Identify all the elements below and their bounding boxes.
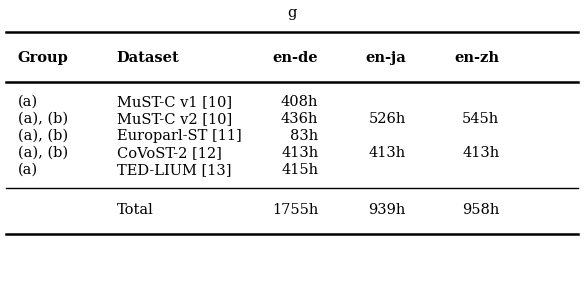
Text: (a): (a) <box>18 95 37 109</box>
Text: 413h: 413h <box>462 146 499 160</box>
Text: (a), (b): (a), (b) <box>18 112 68 126</box>
Text: 939h: 939h <box>369 203 406 217</box>
Text: 436h: 436h <box>281 112 318 126</box>
Text: 415h: 415h <box>281 163 318 177</box>
Text: 83h: 83h <box>290 129 318 143</box>
Text: Dataset: Dataset <box>117 51 179 65</box>
Text: 545h: 545h <box>462 112 499 126</box>
Text: 413h: 413h <box>369 146 406 160</box>
Text: g: g <box>287 6 297 20</box>
Text: 413h: 413h <box>281 146 318 160</box>
Text: en-de: en-de <box>273 51 318 65</box>
Text: 526h: 526h <box>369 112 406 126</box>
Text: (a), (b): (a), (b) <box>18 146 68 160</box>
Text: en-ja: en-ja <box>365 51 406 65</box>
Text: TED-LIUM [13]: TED-LIUM [13] <box>117 163 231 177</box>
Text: 1755h: 1755h <box>272 203 318 217</box>
Text: 958h: 958h <box>462 203 499 217</box>
Text: (a): (a) <box>18 163 37 177</box>
Text: Europarl-ST [11]: Europarl-ST [11] <box>117 129 242 143</box>
Text: CoVoST-2 [12]: CoVoST-2 [12] <box>117 146 222 160</box>
Text: en-zh: en-zh <box>454 51 499 65</box>
Text: (a), (b): (a), (b) <box>18 129 68 143</box>
Text: Total: Total <box>117 203 154 217</box>
Text: MuST-C v2 [10]: MuST-C v2 [10] <box>117 112 232 126</box>
Text: Group: Group <box>18 51 68 65</box>
Text: MuST-C v1 [10]: MuST-C v1 [10] <box>117 95 232 109</box>
Text: 408h: 408h <box>281 95 318 109</box>
